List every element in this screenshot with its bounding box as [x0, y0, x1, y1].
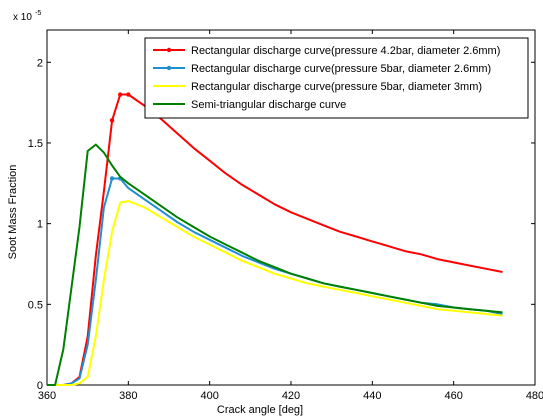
y-axis-multiplier: x 10	[13, 12, 32, 23]
series-marker-1	[126, 92, 131, 97]
x-tick-label: 360	[38, 390, 56, 402]
legend-box	[144, 37, 529, 119]
series-line-1	[55, 93, 503, 386]
x-tick-label: 440	[363, 390, 381, 402]
y-axis-title: Soot Mass Fraction	[7, 165, 19, 260]
legend-label-4: Semi-triangular discharge curve	[191, 99, 346, 111]
x-tick-label: 480	[526, 390, 543, 402]
legend-marker-2	[166, 65, 172, 71]
x-tick-label: 400	[200, 390, 218, 402]
series-marker-1	[118, 92, 123, 97]
series-line-3	[55, 200, 503, 386]
series-marker-2	[109, 176, 115, 181]
y-tick-label: 0	[37, 380, 43, 392]
x-tick-label: 380	[119, 390, 137, 402]
x-axis-ticks: 360 380 400 420 440 460 480	[38, 30, 543, 402]
series-layer	[47, 92, 503, 386]
legend-marker-1	[166, 47, 172, 53]
series-marker-1	[109, 118, 115, 123]
series-line-4	[47, 143, 503, 386]
y-axis-multiplier-exponent: -5	[35, 10, 41, 17]
legend-label-2: Rectangular discharge curve(pressure 5ba…	[191, 63, 491, 75]
y-tick-label: 1	[37, 219, 43, 231]
y-tick-label: 1.5	[28, 138, 43, 150]
legend: Rectangular discharge curve(pressure 4.2…	[144, 37, 529, 119]
x-tick-label: 460	[444, 390, 462, 402]
legend-label-1: Rectangular discharge curve(pressure 4.2…	[191, 45, 500, 57]
x-axis-title: Crack angle [deg]	[217, 404, 303, 416]
y-tick-label: 2	[37, 57, 43, 69]
legend-label-3: Rectangular discharge curve(pressure 5ba…	[191, 81, 482, 93]
y-tick-label: 0.5	[28, 299, 43, 311]
x-tick-label: 420	[282, 390, 300, 402]
